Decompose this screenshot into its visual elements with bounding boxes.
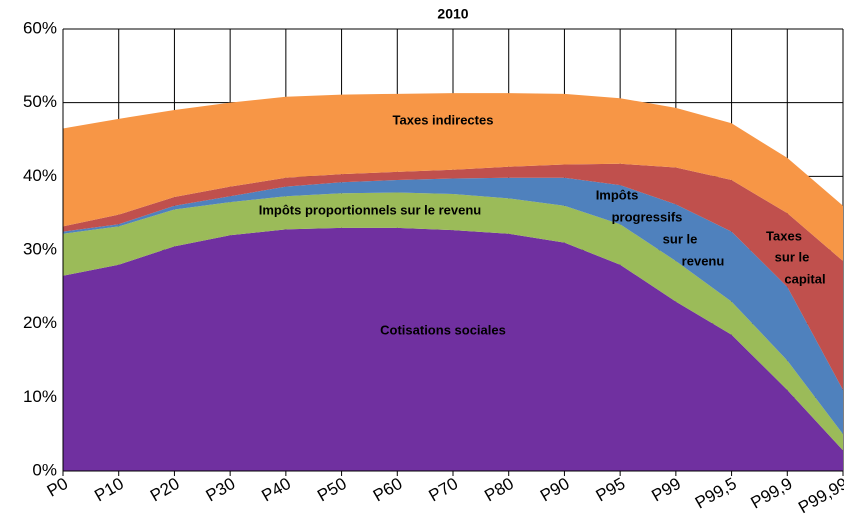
x-tick-label: P20 xyxy=(147,474,183,506)
x-tick-label: P99,99 xyxy=(795,474,844,517)
x-tick-label: P99 xyxy=(648,474,684,506)
x-tick-label: P95 xyxy=(593,474,629,506)
y-tick-label: 60% xyxy=(23,18,57,37)
x-tick-label: P99,9 xyxy=(748,474,796,513)
x-tick-label: P99,5 xyxy=(692,474,740,513)
y-tick-label: 50% xyxy=(23,92,57,111)
chart-title: 2010 xyxy=(437,6,468,22)
area-label: Taxes indirectes xyxy=(393,112,494,127)
y-tick-label: 10% xyxy=(23,387,57,406)
area xyxy=(63,227,843,471)
area-label: capital xyxy=(784,271,825,286)
area-label: Impôts proportionnels sur le revenu xyxy=(259,202,482,217)
x-tick-label: P50 xyxy=(314,474,350,506)
x-tick-label: P30 xyxy=(203,474,239,506)
x-tick-label: P90 xyxy=(537,474,573,506)
area-label: revenu xyxy=(682,253,725,268)
x-tick-label: P40 xyxy=(258,474,294,506)
x-tick-label: P70 xyxy=(426,474,462,506)
area-label: Impôts xyxy=(596,187,639,202)
area-label: sur le xyxy=(775,249,810,264)
x-tick-label: P60 xyxy=(370,474,406,506)
y-tick-label: 0% xyxy=(32,460,57,479)
area-label: sur le xyxy=(663,231,698,246)
area xyxy=(63,177,843,435)
y-tick-label: 20% xyxy=(23,313,57,332)
x-tick-label: P80 xyxy=(481,474,517,506)
y-tick-label: 30% xyxy=(23,239,57,258)
area xyxy=(63,93,843,262)
area xyxy=(63,192,843,451)
y-tick-label: 40% xyxy=(23,166,57,185)
area-label: progressifs xyxy=(612,209,683,224)
area-label: Cotisations sociales xyxy=(380,322,506,337)
x-tick-label: P10 xyxy=(91,474,127,506)
area-label: Taxes xyxy=(766,228,802,243)
